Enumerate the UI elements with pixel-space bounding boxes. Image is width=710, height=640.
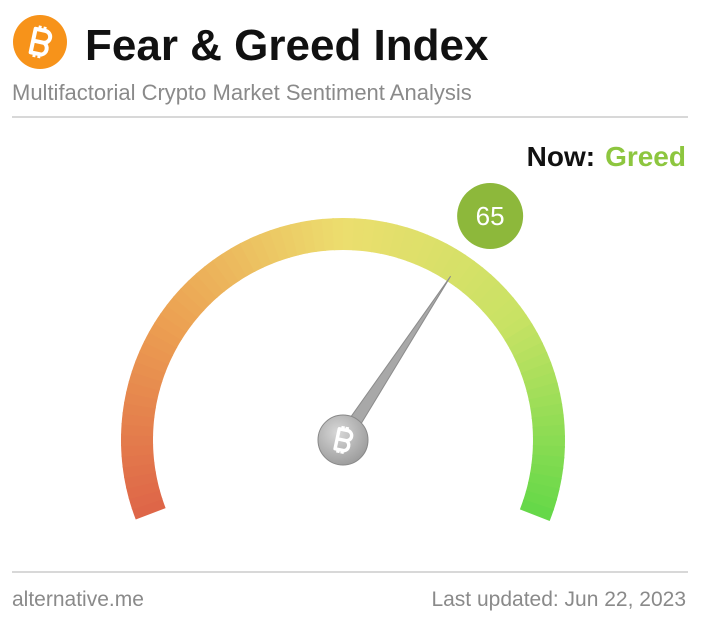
gauge-arc-segment bbox=[121, 433, 154, 447]
gauge-arc-segment bbox=[321, 218, 336, 251]
gauge-arc-segment bbox=[499, 314, 533, 342]
footer-source: alternative.me bbox=[12, 588, 144, 611]
gauge-arc-segment bbox=[139, 340, 174, 365]
gauge-arc-segment bbox=[523, 371, 558, 392]
gauge-arc-segment bbox=[160, 304, 193, 333]
gauge-arc-segment bbox=[310, 218, 326, 253]
gauge-arc-segment bbox=[509, 332, 543, 358]
gauge-arc-segment bbox=[131, 498, 166, 520]
subtitle: Multifactorial Crypto Market Sentiment A… bbox=[12, 80, 472, 105]
gauge-arc-segment bbox=[124, 391, 158, 409]
gauge-arc-segment bbox=[397, 227, 419, 262]
gauge-arc-segment bbox=[148, 321, 183, 349]
gauge-arc-segment bbox=[259, 230, 282, 265]
gauge-arc-segment bbox=[454, 260, 484, 293]
now-status: Now: Greed bbox=[527, 141, 686, 172]
footer-updated: Last updated: Jun 22, 2023 bbox=[431, 588, 686, 611]
gauge-arc-segment bbox=[462, 267, 492, 299]
gauge-arc-segment bbox=[212, 253, 240, 287]
gauge-arc-segment bbox=[128, 489, 163, 510]
gauge-arc-segment bbox=[239, 238, 265, 272]
gauge-arc-segment bbox=[249, 233, 273, 268]
gauge-arc-segment bbox=[121, 453, 155, 468]
gauge-arc-segment bbox=[519, 499, 554, 522]
gauge-arc-segment bbox=[143, 331, 178, 357]
gauge-arc-segment bbox=[332, 218, 345, 251]
gauge-arc-segment bbox=[475, 281, 507, 312]
gauge-arc-segment bbox=[131, 360, 166, 382]
title: Fear & Greed Index bbox=[85, 21, 489, 70]
gauge-arc-segment bbox=[529, 463, 564, 480]
gauge: 65 bbox=[121, 183, 566, 522]
gauge-arc-segment bbox=[126, 380, 160, 400]
gauge-arc-segment bbox=[447, 254, 476, 288]
gauge-arc-segment bbox=[528, 472, 562, 491]
gauge-arc-segment bbox=[343, 218, 356, 251]
gauge-arc-segment bbox=[532, 424, 565, 438]
gauge-arc-segment bbox=[269, 226, 290, 261]
gauge-arc-segment bbox=[525, 481, 560, 501]
gauge-arc-segment bbox=[230, 242, 256, 277]
gauge-arc-segment bbox=[221, 247, 248, 282]
gauge-arc-segment bbox=[526, 382, 561, 401]
gauge-arc-segment bbox=[166, 295, 199, 325]
gauge-arc-segment bbox=[180, 280, 212, 311]
bitcoin-logo bbox=[13, 15, 67, 69]
gauge-arc-segment bbox=[122, 401, 156, 418]
gauge-arc-segment bbox=[504, 323, 539, 350]
gauge-arc-segment bbox=[388, 224, 409, 259]
gauge-arc-segment bbox=[370, 220, 388, 254]
gauge-arc-segment bbox=[494, 305, 527, 334]
gauge-arc-segment bbox=[531, 413, 565, 429]
gauge-arc-segment bbox=[469, 274, 500, 306]
gauge-arc-segment bbox=[195, 266, 225, 298]
gauge-arc-segment bbox=[135, 350, 170, 374]
gauge-arc-segment bbox=[126, 480, 160, 500]
gauge-arc-segment bbox=[406, 230, 429, 265]
value-bubble bbox=[457, 183, 524, 250]
gauge-arc-segment bbox=[379, 222, 398, 256]
gauge-arc-segment bbox=[482, 289, 514, 319]
hub-logo bbox=[333, 425, 354, 455]
gauge-arc-segment bbox=[203, 259, 233, 293]
hub-logo-glyph bbox=[333, 425, 354, 455]
gauge-arc-segment bbox=[121, 443, 154, 457]
gauge-arc-segment bbox=[128, 370, 163, 391]
status: Greed bbox=[605, 141, 686, 172]
gauge-arc-segment bbox=[187, 272, 218, 305]
gauge-arc-segment bbox=[431, 243, 458, 278]
gauge-arc-segment bbox=[439, 248, 467, 282]
gauge-arc-segment bbox=[423, 238, 448, 273]
gauge-arc-segment bbox=[513, 342, 548, 366]
now-label: Now: bbox=[527, 141, 595, 172]
gauge-arc-segment bbox=[520, 361, 555, 384]
gauge-arc-segment bbox=[523, 490, 557, 511]
gauge-arc-segment bbox=[154, 312, 188, 341]
gauge-arc-segment bbox=[532, 435, 566, 448]
value-label: 65 bbox=[476, 201, 505, 231]
gauge-arc-segment bbox=[279, 224, 299, 258]
gauge-arc-segment bbox=[517, 351, 552, 375]
gauge-arc-segment bbox=[488, 297, 521, 327]
gauge-arc-segment bbox=[173, 287, 205, 318]
gauge-arc-segment bbox=[414, 234, 439, 269]
